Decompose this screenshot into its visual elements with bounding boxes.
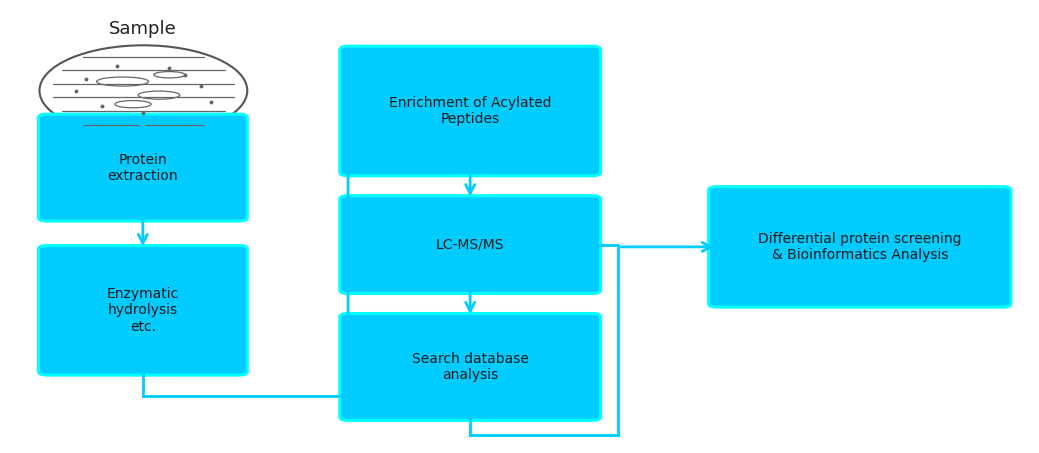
Text: Differential protein screening
& Bioinformatics Analysis: Differential protein screening & Bioinfo… (758, 232, 961, 262)
Text: Enrichment of Acylated
Peptides: Enrichment of Acylated Peptides (389, 96, 552, 126)
FancyBboxPatch shape (38, 246, 247, 375)
Text: LC-MS/MS: LC-MS/MS (436, 238, 504, 251)
FancyBboxPatch shape (709, 187, 1011, 307)
FancyBboxPatch shape (340, 46, 601, 176)
Text: Sample: Sample (109, 20, 177, 39)
FancyBboxPatch shape (38, 114, 247, 221)
Circle shape (39, 45, 247, 136)
Text: Protein
extraction: Protein extraction (108, 153, 178, 183)
FancyBboxPatch shape (340, 313, 601, 420)
Text: Enzymatic
hydrolysis
etc.: Enzymatic hydrolysis etc. (107, 287, 179, 333)
FancyBboxPatch shape (340, 196, 601, 294)
Text: Search database
analysis: Search database analysis (411, 352, 529, 382)
